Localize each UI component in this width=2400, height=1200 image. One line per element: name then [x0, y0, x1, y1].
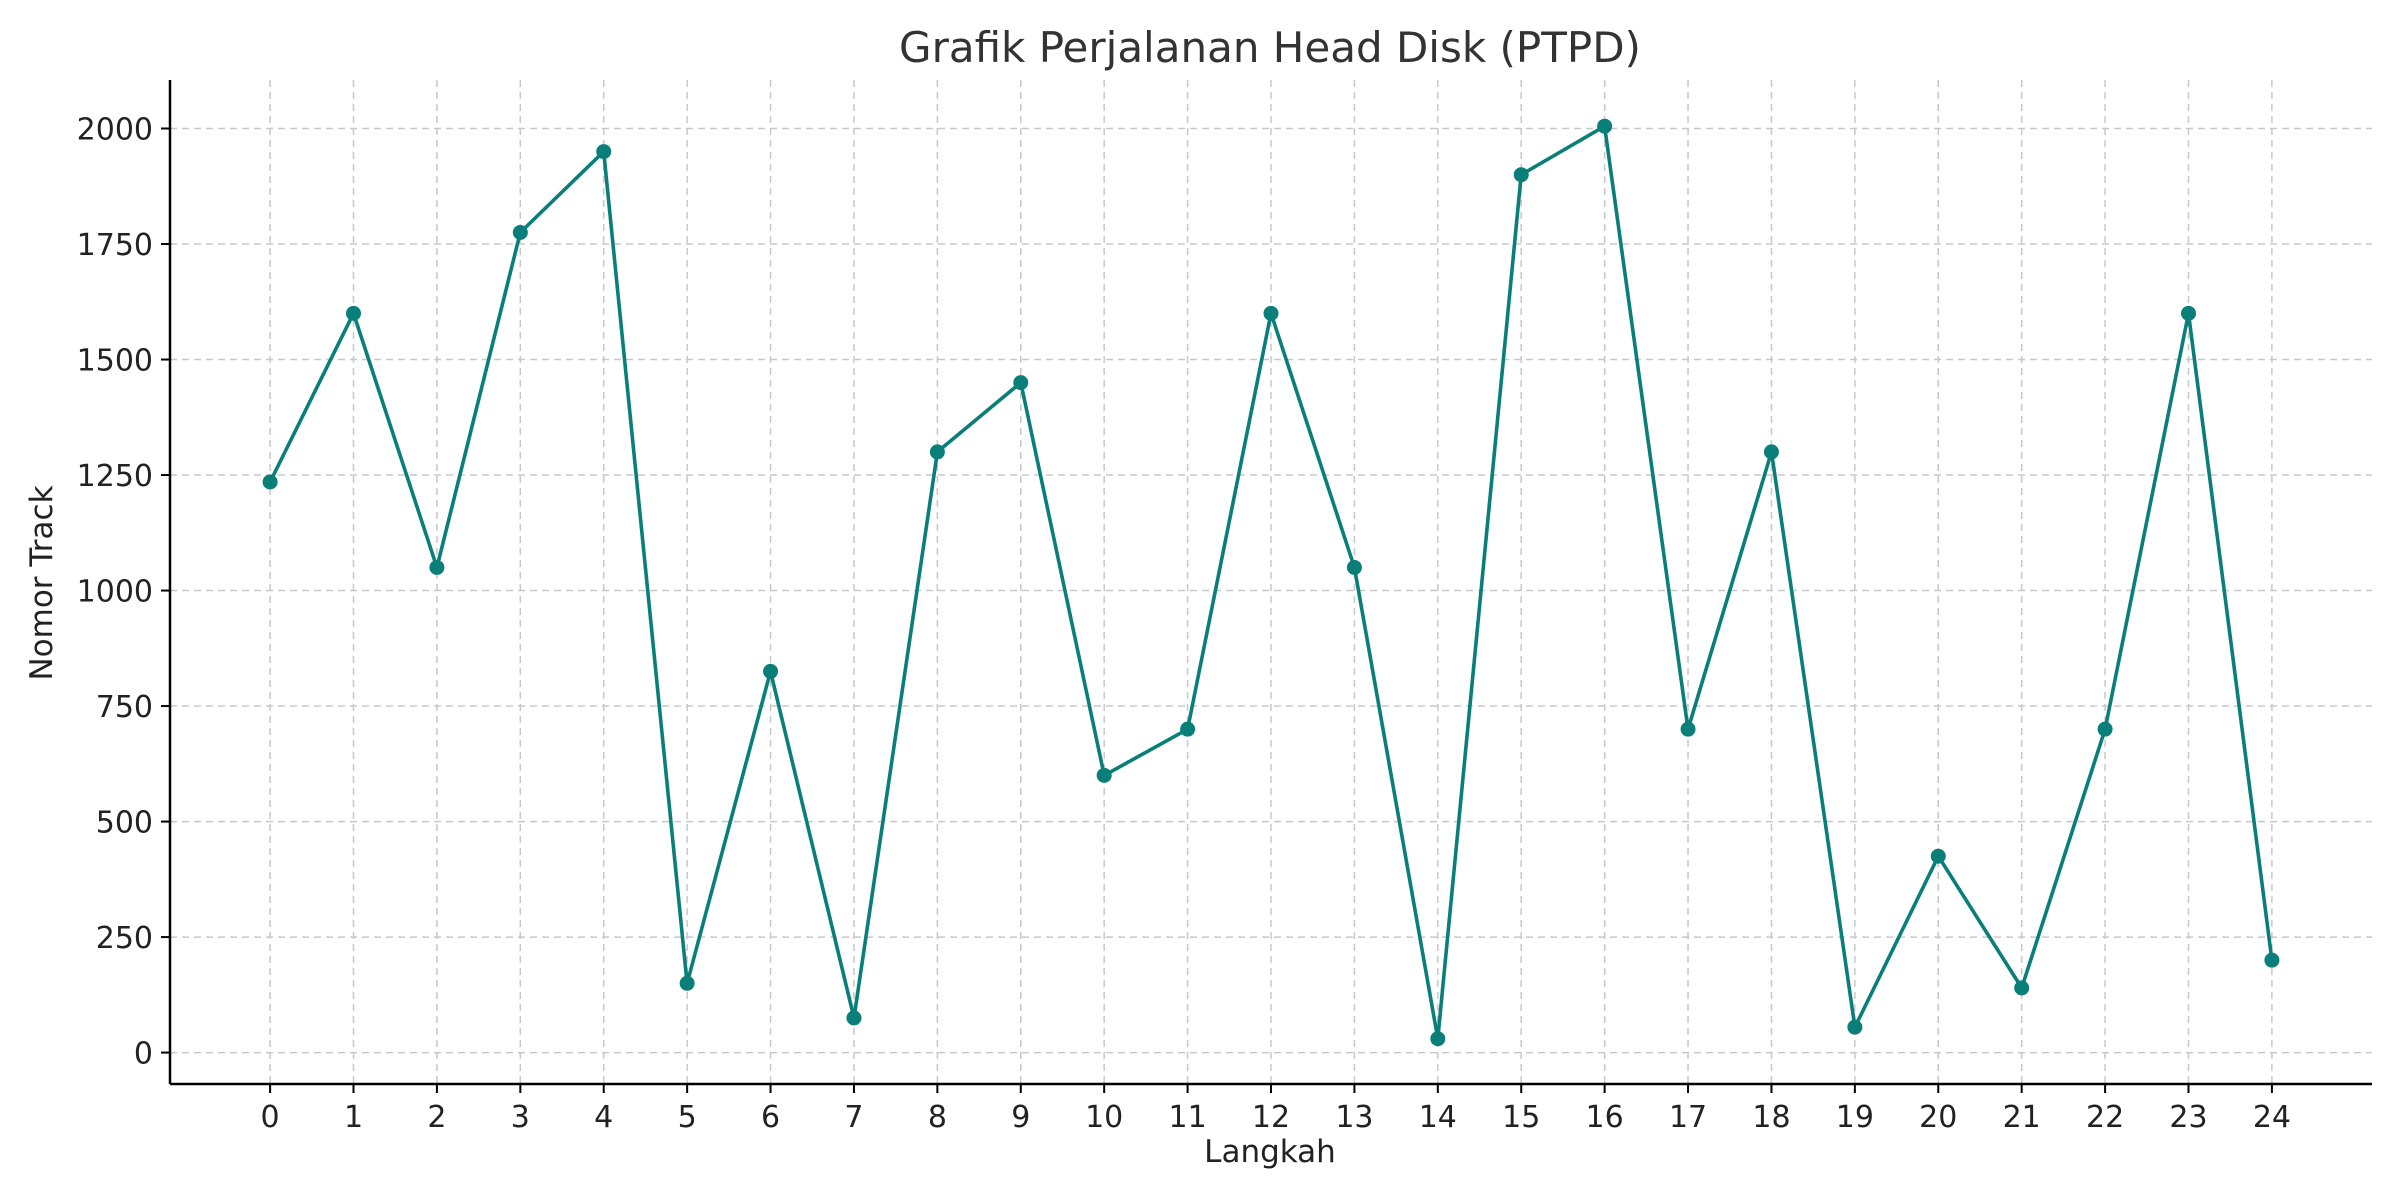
x-tick-label: 3: [511, 1100, 530, 1135]
data-point: [1680, 721, 1696, 737]
data-point: [1597, 118, 1613, 134]
y-tick-label: 2000: [77, 113, 153, 148]
x-tick-label: 0: [261, 1100, 280, 1135]
data-point: [1847, 1019, 1863, 1035]
data-point: [2097, 721, 2113, 737]
x-tick-label: 17: [1669, 1100, 1707, 1135]
data-point: [1096, 767, 1112, 783]
x-tick-label: 4: [594, 1100, 613, 1135]
y-tick-label: 250: [96, 921, 153, 956]
x-tick-label: 22: [2086, 1100, 2124, 1135]
data-point: [1013, 375, 1029, 391]
data-point: [1180, 721, 1196, 737]
x-tick-label: 14: [1419, 1100, 1457, 1135]
x-tick-label: 11: [1168, 1100, 1206, 1135]
grid: [170, 80, 2372, 1084]
x-tick-label: 8: [928, 1100, 947, 1135]
data-point: [763, 663, 779, 679]
y-tick-label: 0: [134, 1037, 153, 1072]
x-axis-label: Langkah: [1204, 1134, 1336, 1170]
x-tick-label: 9: [1011, 1100, 1030, 1135]
x-tick-label: 15: [1502, 1100, 1540, 1135]
data-point: [1930, 848, 1946, 864]
y-tick-label: 750: [96, 690, 153, 725]
series-layer: [262, 118, 2280, 1047]
data-point: [512, 224, 528, 240]
y-tick-label: 1250: [77, 459, 153, 494]
y-tick-label: 1500: [77, 344, 153, 379]
data-point: [846, 1010, 862, 1026]
data-point: [1346, 559, 1362, 575]
data-point: [2181, 305, 2196, 321]
y-tick-label: 1000: [77, 575, 153, 610]
y-axis-label: Nomor Track: [24, 485, 60, 680]
x-tick-label: 5: [678, 1100, 697, 1135]
x-tick-label: 24: [2253, 1100, 2291, 1135]
data-point: [2264, 952, 2280, 968]
data-point: [1513, 167, 1529, 183]
chart-title: Grafik Perjalanan Head Disk (PTPD): [899, 23, 1641, 72]
data-point: [429, 559, 445, 575]
data-point: [679, 975, 695, 991]
tick-labels: 0 1 2 3 4 5 6 7 8 9 10 11 12 13 14 15 16 17 18 19 20 21 22 23 24…: [77, 113, 2291, 1135]
x-tick-label: 2: [427, 1100, 446, 1135]
y-tick-label: 500: [96, 806, 153, 841]
data-point: [929, 444, 945, 460]
x-tick-label: 13: [1335, 1100, 1373, 1135]
x-tick-label: 19: [1836, 1100, 1874, 1135]
x-tick-label: 23: [2169, 1100, 2207, 1135]
y-tick-label: 1750: [77, 228, 153, 263]
x-tick-label: 6: [761, 1100, 780, 1135]
x-tick-label: 12: [1252, 1100, 1290, 1135]
axes: [161, 80, 2372, 1093]
data-point: [1763, 444, 1779, 460]
data-point: [262, 474, 278, 490]
x-tick-label: 21: [2003, 1100, 2041, 1135]
data-point: [346, 305, 361, 321]
data-point: [1263, 305, 1279, 321]
data-point: [596, 144, 612, 160]
x-tick-label: 18: [1752, 1100, 1790, 1135]
x-tick-label: 20: [1919, 1100, 1957, 1135]
x-tick-label: 1: [344, 1100, 363, 1135]
x-tick-label: 7: [844, 1100, 863, 1135]
data-point: [1430, 1031, 1446, 1047]
data-point: [2014, 980, 2030, 996]
x-tick-label: 10: [1085, 1100, 1123, 1135]
x-tick-label: 16: [1586, 1100, 1624, 1135]
